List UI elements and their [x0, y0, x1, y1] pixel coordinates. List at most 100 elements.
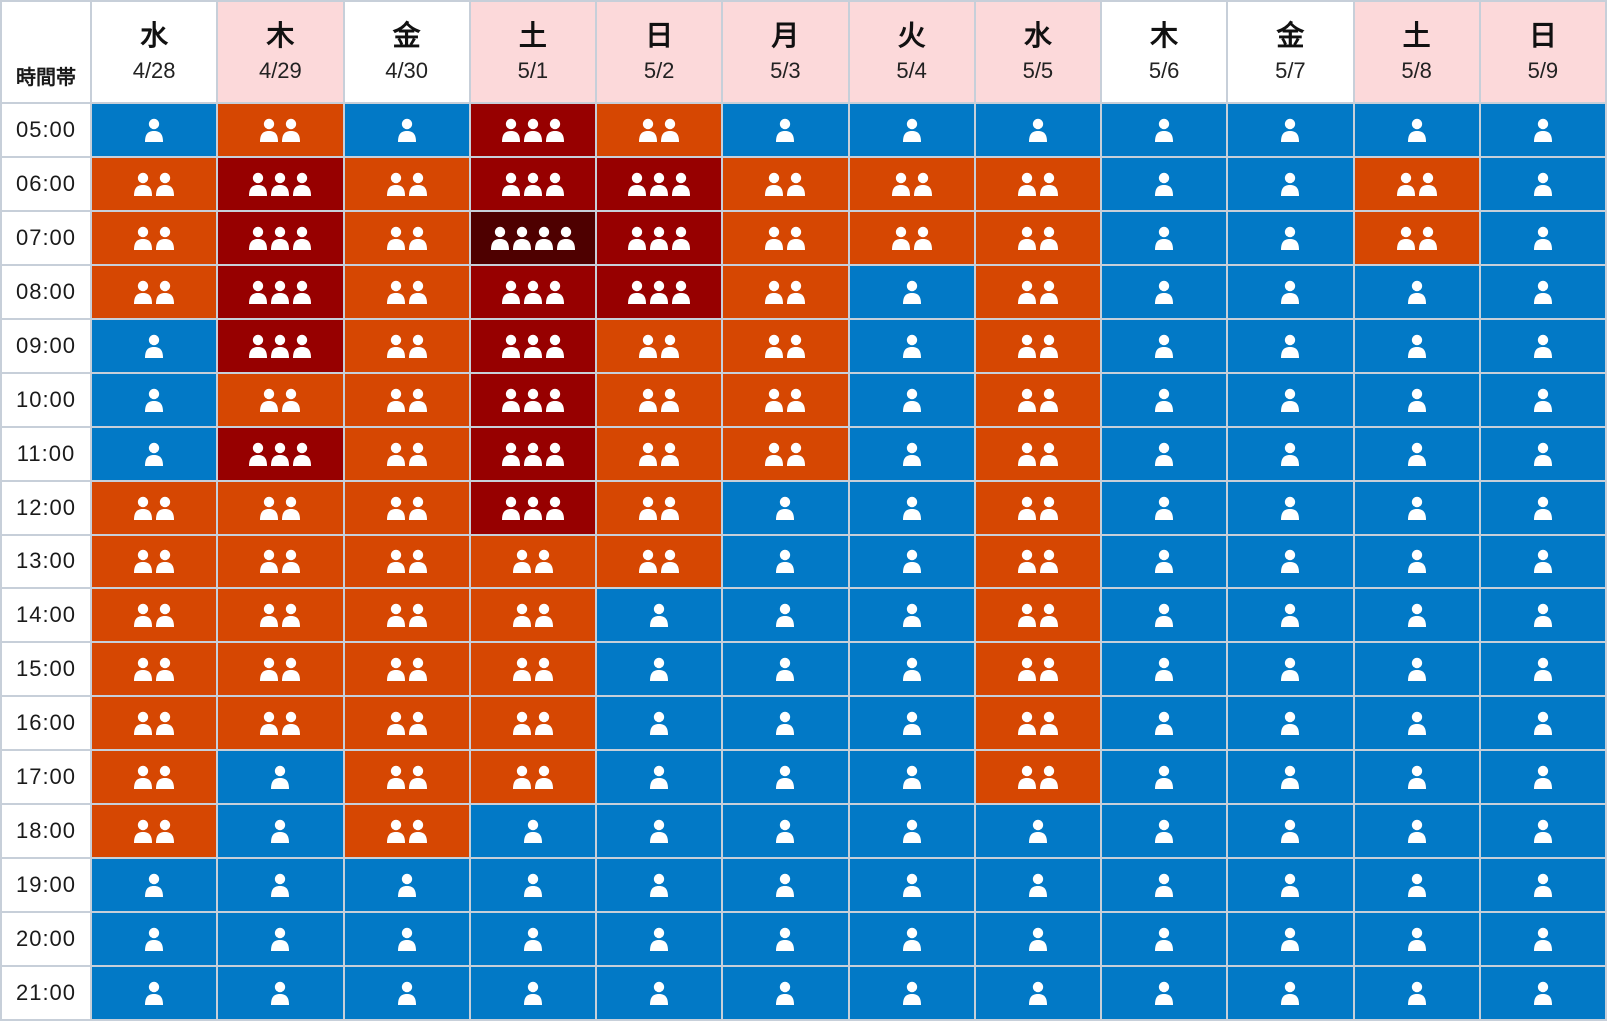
column-header: 日 5/2: [597, 2, 724, 104]
person-icon: [1155, 496, 1174, 520]
time-slot-label: 20:00: [2, 913, 92, 968]
crowd-level-icons: [270, 819, 290, 844]
crowd-level-icons: [1407, 819, 1427, 844]
crowd-level-icons: [775, 118, 795, 142]
crowd-level-icons: [1017, 765, 1059, 790]
day-of-week-label: 土: [518, 20, 547, 51]
heatmap-cell: [723, 643, 850, 698]
heatmap-cell: [1102, 589, 1229, 644]
person-icon: [628, 172, 647, 196]
crowd-level-icons: [133, 496, 175, 520]
crowd-level-icons: [902, 118, 922, 142]
person-icon: [765, 280, 784, 304]
heatmap-cell: [470, 265, 597, 320]
crowd-level-icons: [775, 711, 795, 736]
crowd-level-icons: [1028, 981, 1048, 1006]
heatmap-cell: [1480, 211, 1607, 266]
crowd-level-icons: [1407, 118, 1427, 142]
heatmap-cell: [1102, 427, 1229, 482]
crowd-level-icons: [775, 819, 795, 844]
crowd-level-icons: [1017, 711, 1059, 736]
crowd-level-icons: [1407, 334, 1427, 358]
person-icon: [1155, 766, 1174, 790]
heatmap-cell: [1480, 589, 1607, 644]
crowd-level-icons: [1280, 388, 1300, 412]
person-icon: [639, 442, 658, 466]
heatmap-cell: [92, 589, 219, 644]
heatmap-cell: [1228, 697, 1355, 752]
person-icon: [902, 442, 921, 466]
heatmap-cell: [1228, 805, 1355, 860]
crowd-level-icons: [248, 334, 312, 358]
person-icon: [1281, 388, 1300, 412]
date-label: 4/28: [132, 58, 176, 83]
date-label: 5/3: [770, 58, 801, 83]
person-icon: [134, 604, 153, 628]
heatmap-cell: [849, 913, 976, 968]
heatmap-cell: [1228, 427, 1355, 482]
crowd-level-icons: [133, 657, 175, 682]
person-icon: [408, 280, 427, 304]
person-icon: [386, 226, 405, 250]
person-icon: [1407, 820, 1426, 844]
person-icon: [156, 658, 175, 682]
crowd-level-icons: [386, 442, 428, 466]
heatmap-cell: [849, 211, 976, 266]
crowd-level-icons: [649, 819, 669, 844]
crowd-level-icons: [1533, 765, 1553, 790]
crowd-level-icons: [1017, 334, 1059, 358]
person-icon: [156, 226, 175, 250]
crowd-level-icons: [523, 819, 543, 844]
crowd-level-icons: [1280, 549, 1300, 574]
crowd-level-icons: [386, 603, 428, 628]
column-header: 木 5/6: [1102, 2, 1229, 104]
heatmap-cell: [344, 589, 471, 644]
crowd-level-icons: [270, 927, 290, 952]
date-label: 5/6: [1148, 58, 1180, 83]
person-icon: [397, 981, 416, 1006]
person-icon: [1155, 712, 1174, 736]
heatmap-cell: [1228, 104, 1355, 158]
crowd-level-icons: [1533, 711, 1553, 736]
heatmap-cell: [975, 481, 1102, 536]
person-icon: [534, 766, 553, 790]
person-icon: [1281, 981, 1300, 1006]
crowd-level-icons: [638, 496, 680, 520]
heatmap-cell: [470, 859, 597, 914]
person-icon: [650, 766, 669, 790]
person-icon: [661, 118, 680, 142]
heatmap-cell: [1354, 589, 1481, 644]
heatmap-cell: [1102, 265, 1229, 320]
heatmap-cell: [849, 589, 976, 644]
person-icon: [512, 658, 531, 682]
person-icon: [1155, 118, 1174, 142]
crowd-level-icons: [144, 873, 164, 898]
person-icon: [134, 820, 153, 844]
person-icon: [134, 496, 153, 520]
day-of-week-label: 日: [645, 20, 674, 51]
crowd-level-icons: [386, 819, 428, 844]
person-icon: [1407, 658, 1426, 682]
heatmap-cell: [1228, 967, 1355, 1021]
crowd-level-icons: [902, 442, 922, 466]
heatmap-cell: [92, 481, 219, 536]
person-icon: [1407, 334, 1426, 358]
column-header: 水 5/5: [975, 2, 1102, 104]
person-icon: [1533, 442, 1552, 466]
crowd-level-icons: [490, 226, 576, 250]
crowd-level-icons: [512, 549, 554, 574]
crowd-level-icons: [902, 927, 922, 952]
person-icon: [650, 873, 669, 898]
day-of-week-label: 木: [1150, 20, 1179, 51]
person-icon: [1017, 658, 1036, 682]
crowd-level-icons: [775, 765, 795, 790]
heatmap-cell: [218, 211, 345, 266]
person-icon: [271, 172, 290, 196]
crowd-level-icons: [386, 172, 428, 196]
crowd-level-icons: [144, 981, 164, 1006]
time-slot-label: 17:00: [2, 751, 92, 806]
crowd-level-icons: [1017, 388, 1059, 412]
heatmap-cell: [218, 373, 345, 428]
heatmap-cell: [1102, 211, 1229, 266]
person-icon: [1155, 550, 1174, 574]
